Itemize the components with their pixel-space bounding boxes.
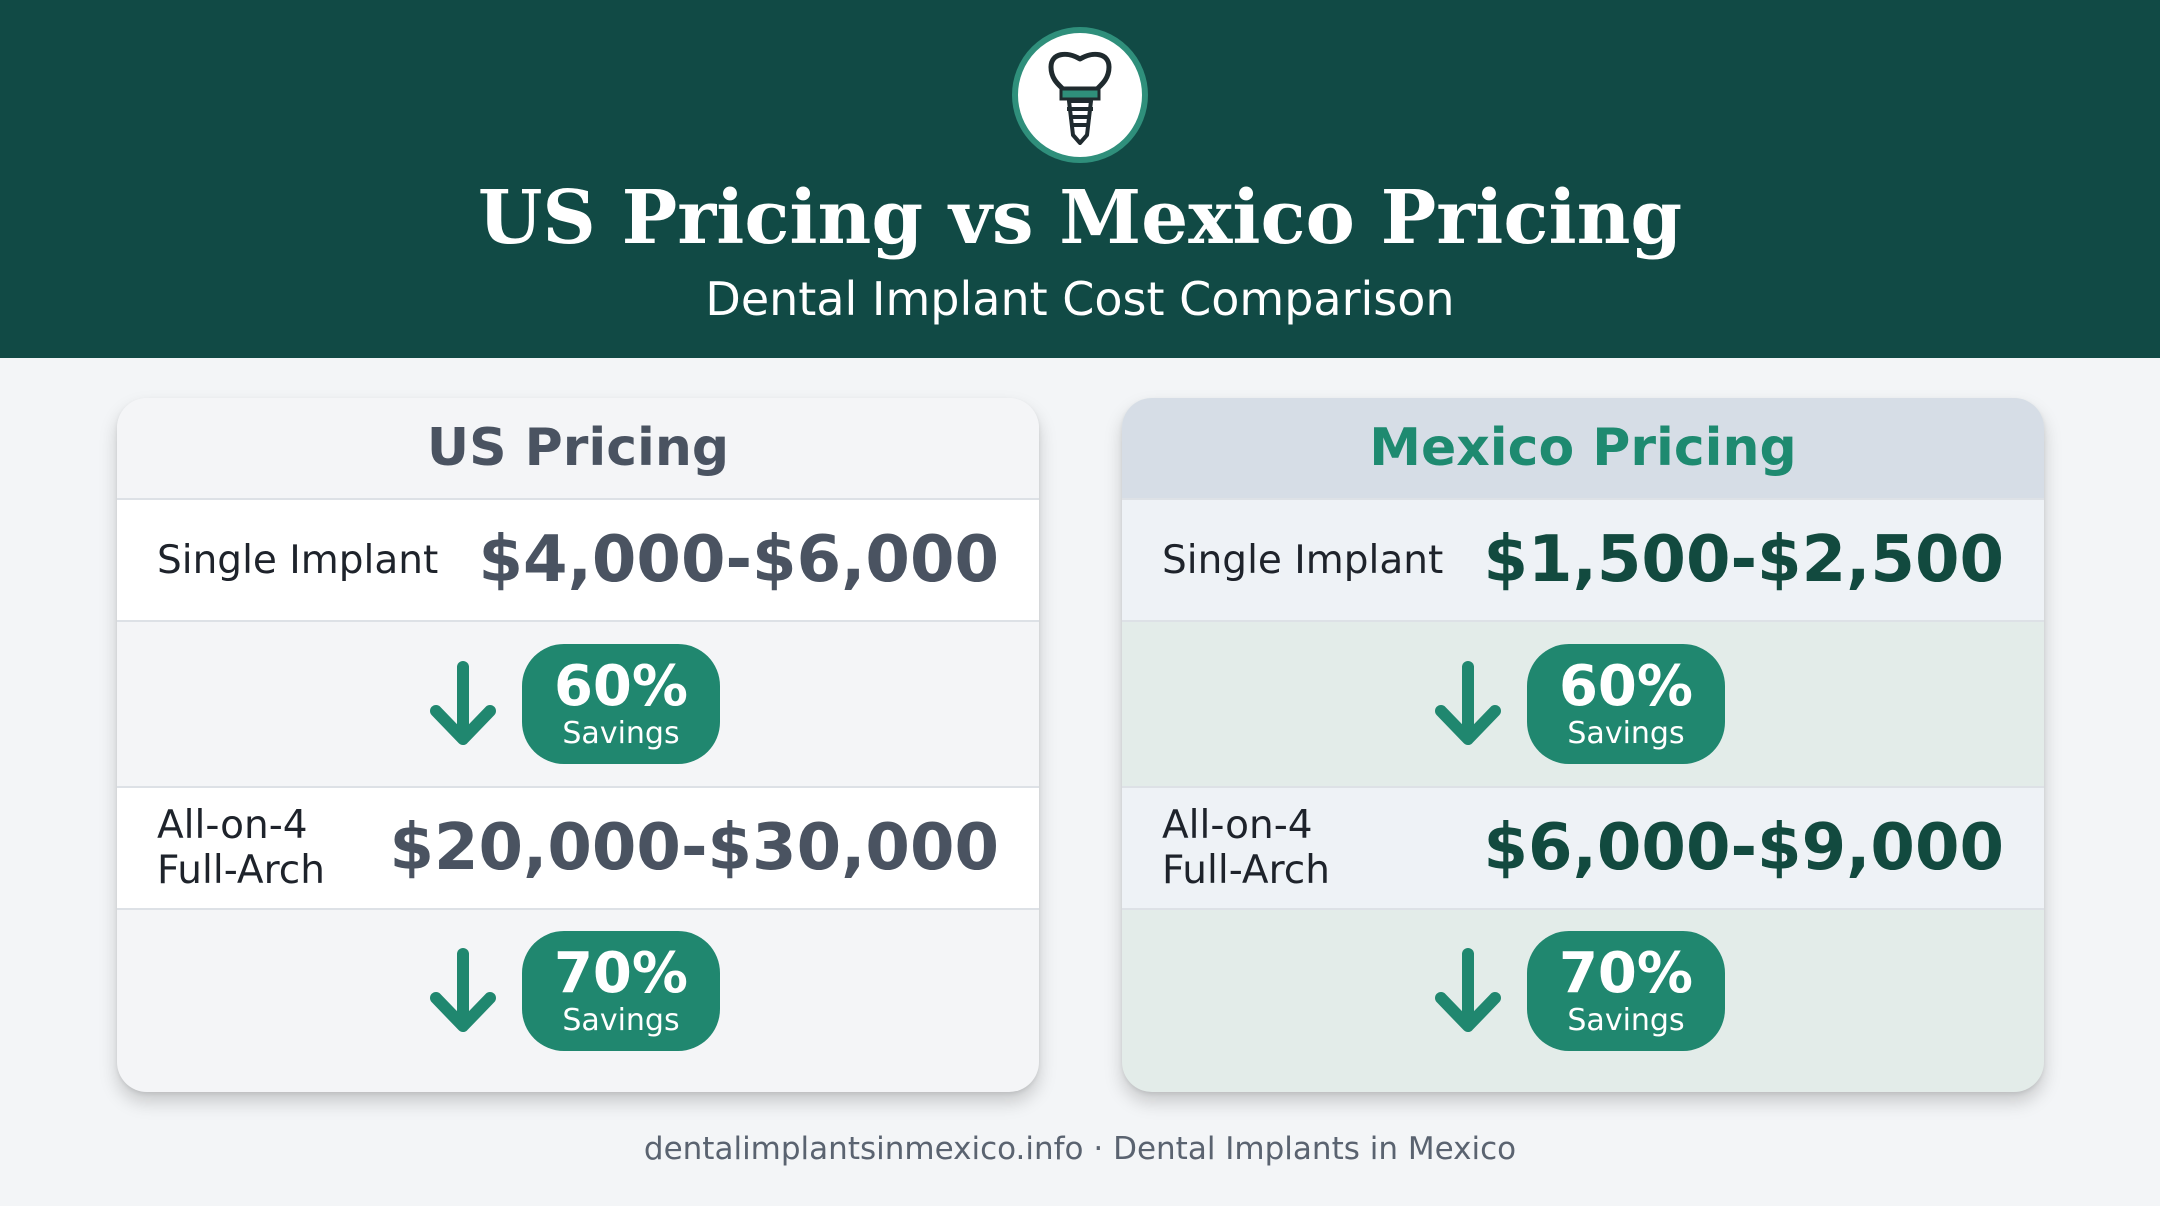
header-banner: US Pricing vs Mexico Pricing Dental Impl… <box>0 0 2160 358</box>
mexico-pricing-card: Mexico Pricing Single Implant $1,500-$2,… <box>1122 398 2044 1092</box>
arrow-down-icon <box>430 661 496 745</box>
savings-percent: 60% <box>553 654 689 719</box>
us-savings-row-2: 70% Savings <box>117 910 1039 1072</box>
us-single-implant-label: Single Implant <box>157 537 439 583</box>
page-subtitle: Dental Implant Cost Comparison <box>705 272 1455 326</box>
logo-badge <box>1012 27 1148 163</box>
us-single-implant-price: $4,000-$6,000 <box>478 523 1000 597</box>
us-all-on-4-label: All-on-4 Full-Arch <box>157 803 325 893</box>
us-all-on-4-row: All-on-4 Full-Arch $20,000-$30,000 <box>117 786 1039 910</box>
mexico-arch-label-line1: All-on-4 <box>1162 803 1313 848</box>
savings-label: Savings <box>562 1003 680 1038</box>
mexico-savings-row-2: 70% Savings <box>1122 910 2044 1072</box>
savings-badge: 70% Savings <box>522 931 720 1051</box>
savings-badge: 60% Savings <box>1527 644 1725 764</box>
page-title: US Pricing vs Mexico Pricing <box>477 175 1683 261</box>
mexico-all-on-4-price: $6,000-$9,000 <box>1483 811 2005 885</box>
savings-percent: 70% <box>553 941 689 1006</box>
savings-percent: 70% <box>1558 941 1694 1006</box>
arrow-down-icon <box>1435 948 1501 1032</box>
mexico-single-implant-label: Single Implant <box>1162 537 1444 583</box>
savings-badge: 70% Savings <box>1527 931 1725 1051</box>
arrow-down-icon <box>1435 661 1501 745</box>
footer-credit: dentalimplantsinmexico.info · Dental Imp… <box>643 1131 1517 1167</box>
mexico-single-implant-price: $1,500-$2,500 <box>1483 523 2005 597</box>
arrow-down-icon <box>430 948 496 1032</box>
savings-label: Savings <box>1567 1003 1685 1038</box>
mexico-all-on-4-label: All-on-4 Full-Arch <box>1162 803 1330 893</box>
savings-percent: 60% <box>1558 654 1694 719</box>
mexico-single-implant-row: Single Implant $1,500-$2,500 <box>1122 498 2044 622</box>
mexico-savings-row-1: 60% Savings <box>1122 622 2044 786</box>
us-arch-label-line1: All-on-4 <box>157 803 308 848</box>
dental-implant-icon <box>1048 51 1112 145</box>
us-savings-row-1: 60% Savings <box>117 622 1039 786</box>
us-all-on-4-price: $20,000-$30,000 <box>389 811 999 885</box>
mexico-card-title: Mexico Pricing <box>1122 398 2044 498</box>
mexico-all-on-4-row: All-on-4 Full-Arch $6,000-$9,000 <box>1122 786 2044 910</box>
savings-label: Savings <box>562 716 680 751</box>
us-single-implant-row: Single Implant $4,000-$6,000 <box>117 498 1039 622</box>
us-pricing-card: US Pricing Single Implant $4,000-$6,000 … <box>117 398 1039 1092</box>
us-arch-label-line2: Full-Arch <box>157 848 325 893</box>
us-card-title: US Pricing <box>117 398 1039 498</box>
savings-badge: 60% Savings <box>522 644 720 764</box>
savings-label: Savings <box>1567 716 1685 751</box>
mexico-arch-label-line2: Full-Arch <box>1162 848 1330 893</box>
